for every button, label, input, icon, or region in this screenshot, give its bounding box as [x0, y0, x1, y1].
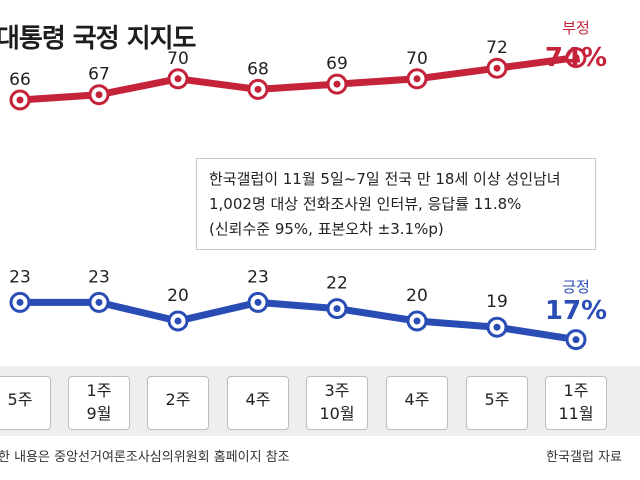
negative-data-label: 67: [88, 65, 110, 85]
negative-point-dot: [413, 75, 421, 83]
negative-data-label: 70: [167, 49, 189, 69]
positive-point-dot: [413, 317, 421, 325]
negative-line: [16, 54, 580, 104]
positive-data-label: 23: [88, 267, 110, 287]
negative-last-value: 74%: [545, 43, 607, 73]
x-tick-label: 5주: [0, 376, 51, 430]
negative-data-label: 72: [486, 38, 508, 58]
negative-point-dot: [333, 80, 341, 88]
positive-data-label: 23: [247, 267, 269, 287]
negative-point-dot: [572, 54, 580, 62]
footnote: 한 내용은 중앙선거여론조사심의위원회 홈페이지 참조: [0, 450, 290, 465]
x-tick-month: 9월: [86, 404, 112, 423]
negative-data-label: 70: [406, 49, 428, 69]
x-tick-week: 1주: [86, 381, 112, 400]
x-tick-week: 4주: [245, 390, 271, 409]
x-tick-month: 11월: [558, 404, 594, 423]
negative-data-label: 68: [247, 59, 269, 79]
positive-point-dot: [493, 323, 501, 331]
positive-point-dot: [95, 298, 103, 306]
negative-point-dot: [493, 64, 501, 72]
x-tick-label: 1주 9월: [68, 376, 130, 430]
negative-point-dot: [174, 75, 182, 83]
survey-note-line-2: 1,002명 대상 전화조사원 인터뷰, 응답률 11.8%: [209, 195, 522, 213]
x-tick-week: 1주: [563, 381, 589, 400]
negative-point-dot: [95, 91, 103, 99]
x-tick-label: 5주: [466, 376, 528, 430]
x-tick-week: 3주: [324, 381, 350, 400]
x-tick-week: 5주: [484, 390, 510, 409]
x-tick-week: 5주: [7, 390, 33, 409]
positive-data-label: 20: [406, 286, 428, 306]
positive-data-label: 23: [9, 267, 31, 287]
x-tick-week: 2주: [165, 390, 191, 409]
positive-point-dot: [174, 317, 182, 325]
survey-note: 한국갤럽이 11월 5일~7일 전국 만 18세 이상 성인남녀 1,002명 …: [196, 158, 596, 250]
source-note: 한국갤럽 자료: [546, 450, 622, 465]
positive-last-value: 17%: [545, 296, 607, 326]
x-tick-label: 1주 11월: [545, 376, 607, 430]
chart-title: 대통령 국정 지지도: [0, 24, 196, 54]
survey-note-line-1: 한국갤럽이 11월 5일~7일 전국 만 18세 이상 성인남녀: [209, 170, 561, 188]
positive-data-label: 22: [326, 274, 348, 294]
x-tick-label: 4주: [386, 376, 448, 430]
positive-point-dot: [254, 298, 262, 306]
x-tick-label: 2주: [147, 376, 209, 430]
negative-series-name: 부정: [562, 19, 590, 37]
positive-series-name: 긍정: [562, 278, 590, 296]
negative-data-label: 66: [9, 70, 31, 90]
negative-data-label: 69: [326, 54, 348, 74]
positive-data-label: 20: [167, 286, 189, 306]
x-tick-label: 4주: [227, 376, 289, 430]
positive-point-dot: [572, 336, 580, 344]
positive-point-dot: [333, 305, 341, 313]
x-tick-month: 10월: [319, 404, 355, 423]
x-tick-week: 4주: [404, 390, 430, 409]
negative-point-dot: [16, 96, 24, 104]
x-tick-label: 3주 10월: [306, 376, 368, 430]
negative-point-dot: [254, 85, 262, 93]
survey-note-line-3: (신뢰수준 95%, 표본오차 ±3.1%p): [209, 220, 444, 238]
positive-line: [16, 298, 580, 344]
positive-point-dot: [16, 298, 24, 306]
positive-data-label: 19: [486, 292, 508, 312]
